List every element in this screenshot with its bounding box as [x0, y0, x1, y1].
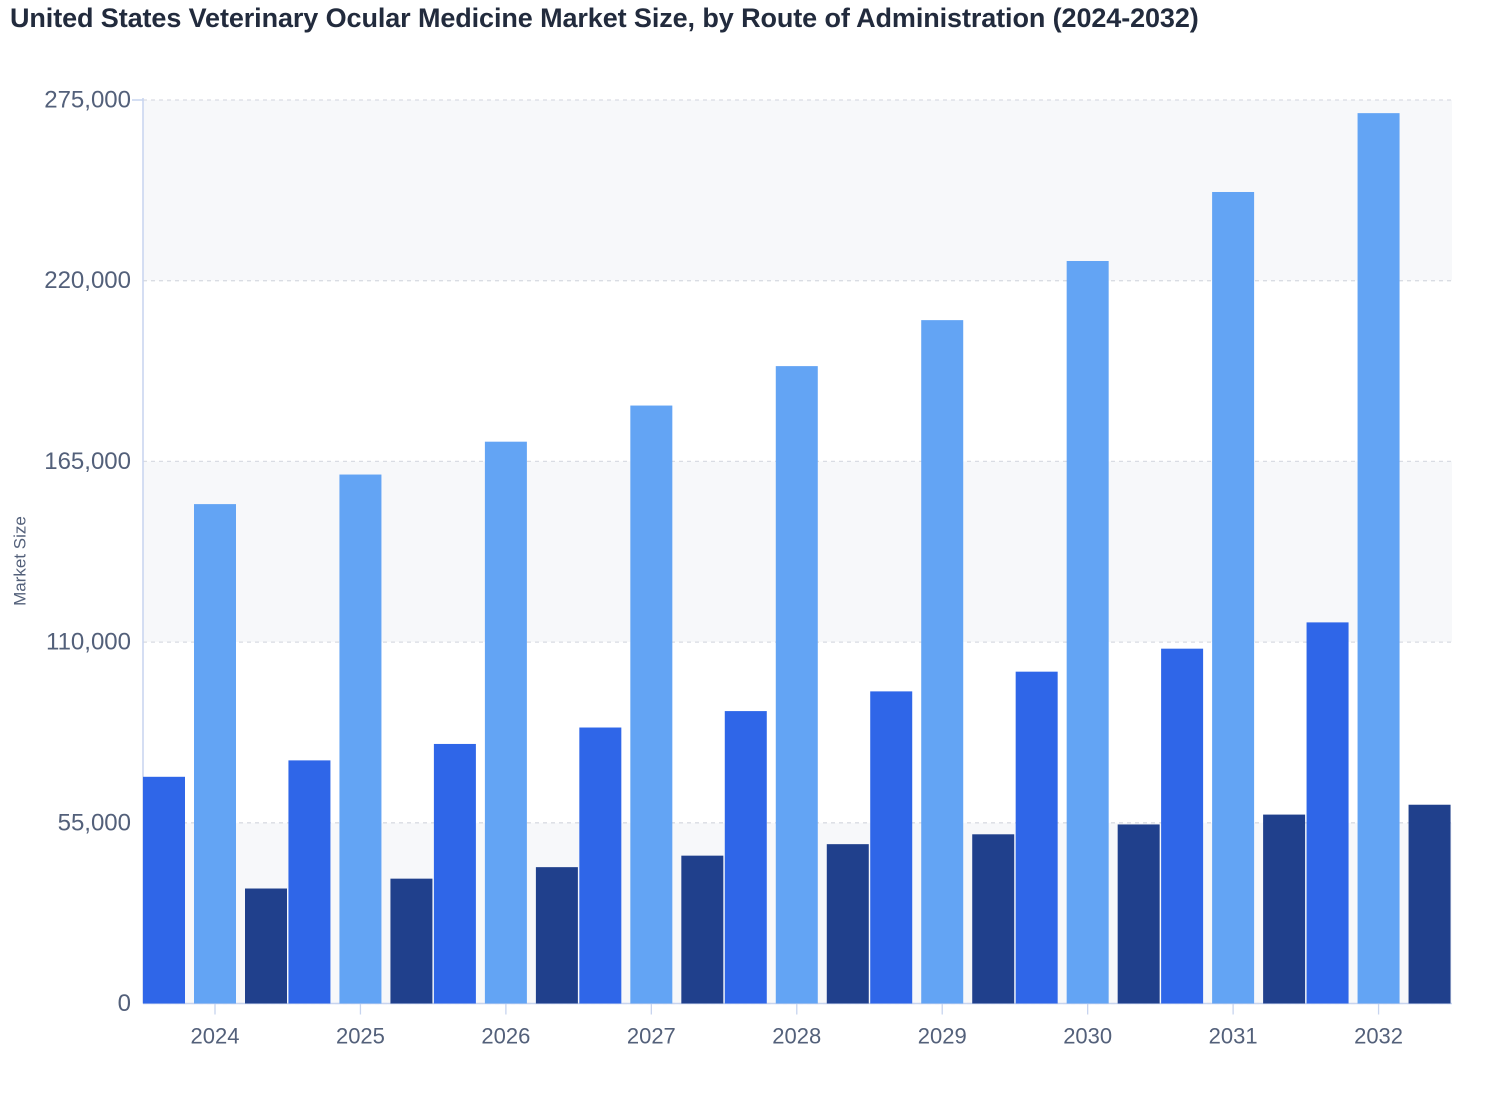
- svg-text:2029: 2029: [918, 1024, 967, 1049]
- svg-text:2024: 2024: [191, 1024, 240, 1049]
- svg-text:110,000: 110,000: [46, 629, 131, 656]
- svg-text:2025: 2025: [336, 1024, 385, 1049]
- svg-text:2030: 2030: [1063, 1024, 1112, 1049]
- svg-text:165,000: 165,000: [44, 448, 131, 475]
- svg-text:2028: 2028: [772, 1024, 821, 1049]
- svg-text:2031: 2031: [1209, 1024, 1258, 1049]
- svg-text:55,000: 55,000: [58, 809, 131, 836]
- svg-text:275,000: 275,000: [44, 87, 131, 114]
- svg-text:Market Size: Market Size: [10, 516, 29, 606]
- svg-text:2027: 2027: [627, 1024, 676, 1049]
- svg-text:2026: 2026: [481, 1024, 530, 1049]
- svg-text:0: 0: [118, 990, 131, 1017]
- svg-text:2032: 2032: [1354, 1024, 1403, 1049]
- svg-text:220,000: 220,000: [44, 267, 131, 294]
